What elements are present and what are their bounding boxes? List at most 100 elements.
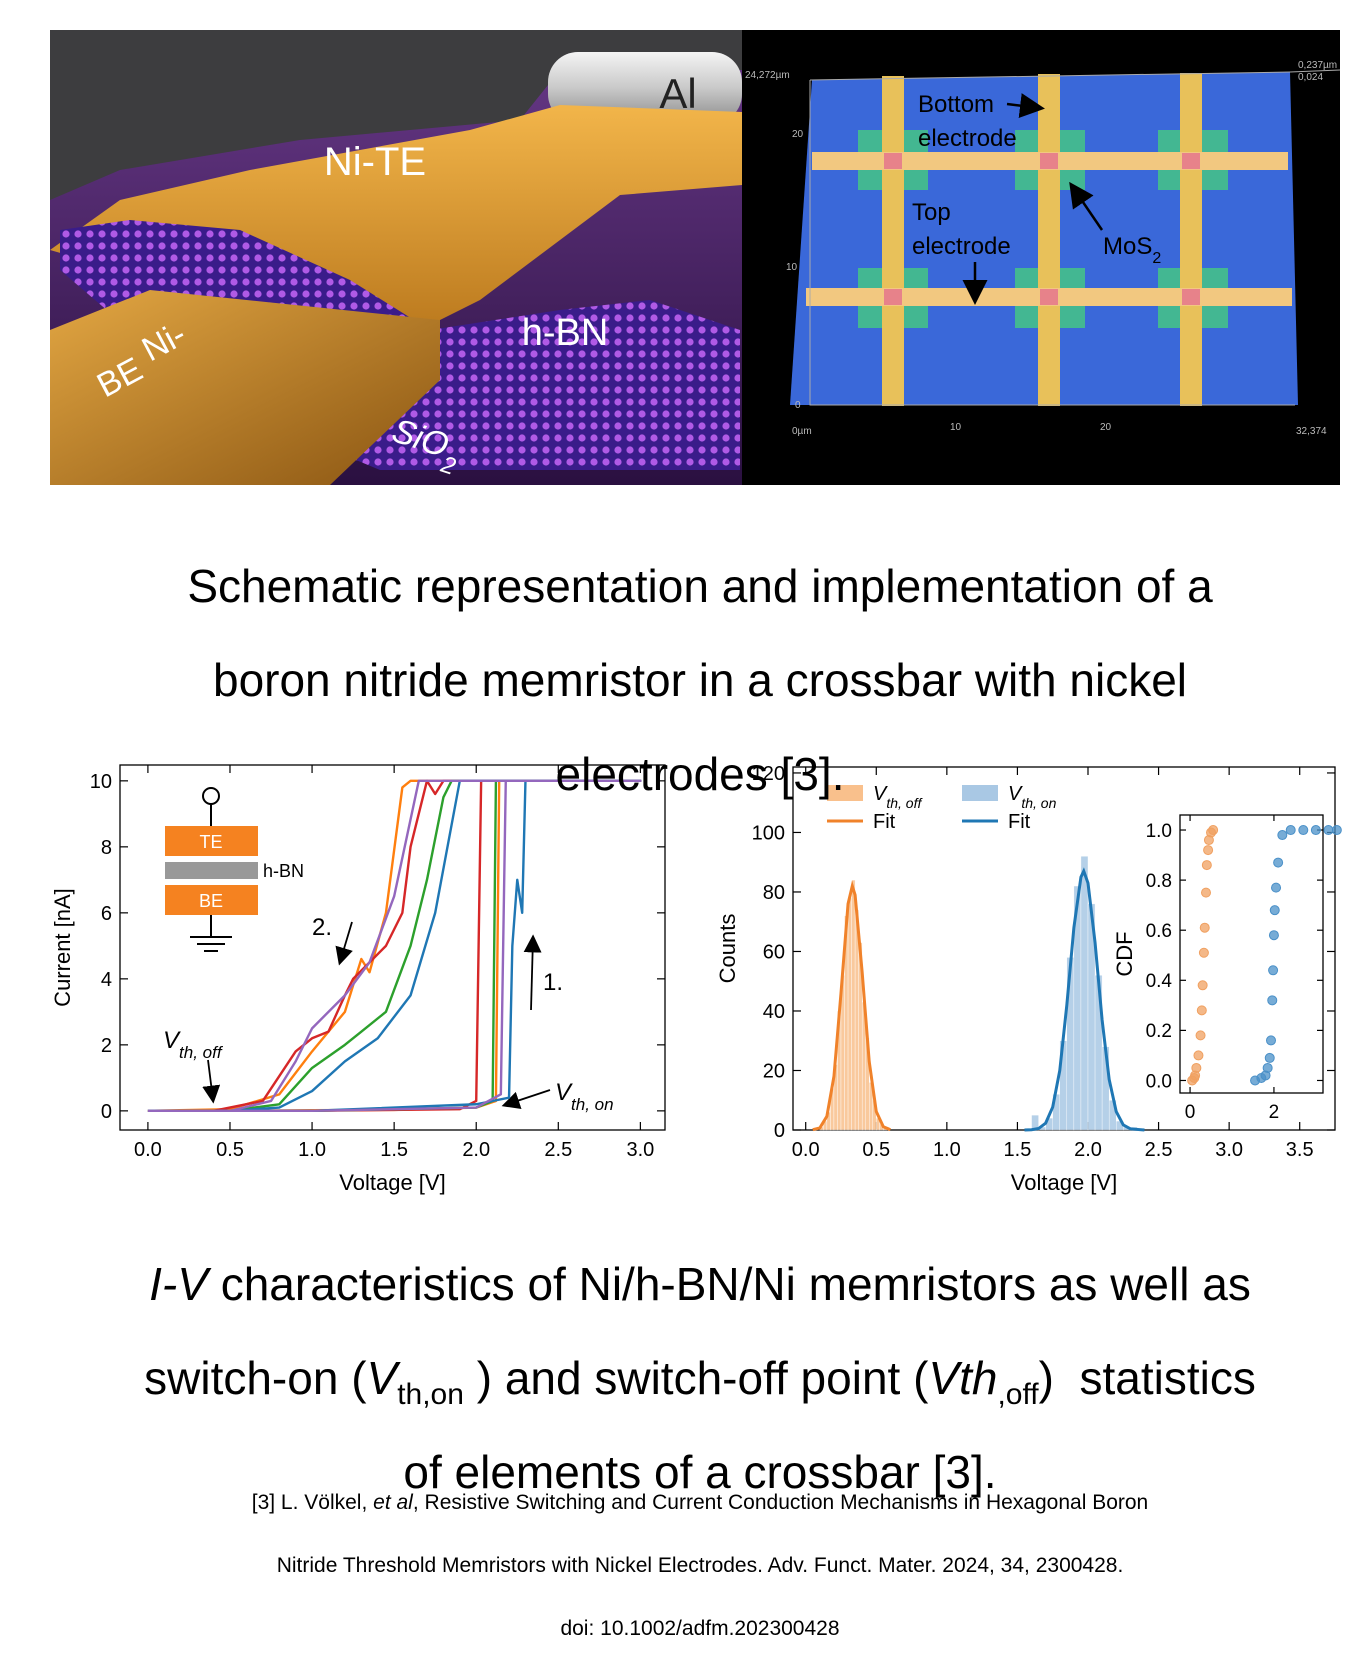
annotation: 1.: [543, 969, 563, 996]
layer-label: h-BN: [263, 861, 304, 881]
y-tick-label: 0.2: [1146, 1021, 1172, 1042]
cdf-point: [1199, 948, 1208, 957]
annotation: Vth, on: [555, 1079, 614, 1114]
histogram-bar: [848, 898, 852, 1130]
text: et al: [373, 1491, 413, 1514]
x-tick-label: 1.0: [933, 1139, 961, 1161]
label: 20: [792, 129, 804, 140]
layer-label: TE: [199, 832, 222, 852]
label: 32,374: [1296, 426, 1327, 437]
label: 0µm: [792, 426, 812, 437]
x-tick-label: 0.0: [134, 1139, 162, 1161]
caption-line: I-V characteristics of Ni/h-BN/Ni memris…: [36, 1255, 1364, 1313]
histogram-bar: [852, 880, 856, 1130]
y-axis-label: CDF: [1112, 931, 1137, 976]
y-tick-label: 40: [763, 1001, 785, 1023]
ground: [190, 937, 232, 951]
text: characteristics of Ni/h-BN/Ni memristors…: [208, 1258, 1251, 1310]
y-tick-label: 100: [752, 823, 785, 845]
cdf-point: [1270, 906, 1279, 915]
label: electrode: [912, 233, 1011, 260]
text: , Resistive Switching and Current Conduc…: [413, 1491, 1148, 1514]
cdf-point: [1272, 883, 1281, 892]
text: I-V: [149, 1258, 208, 1310]
annotation: Vth, off: [163, 1027, 224, 1062]
cdf-point: [1332, 826, 1341, 835]
hbn-layer: [165, 862, 258, 879]
label: Bottom: [918, 91, 994, 118]
label: electrode: [918, 125, 1017, 152]
label: 0,237µm: [1298, 60, 1337, 71]
cdf-point: [1209, 826, 1218, 835]
reference-line: [3] L. Völkel, et al, Resistive Switchin…: [36, 1489, 1364, 1516]
crossbar-image: 24,272µm 20 10 0 0µm 10 20 32,374 0,237µ…: [742, 30, 1340, 485]
y-tick-label: 0.8: [1146, 871, 1172, 892]
cdf-point: [1192, 1063, 1201, 1072]
y-axis-label: Counts: [715, 914, 740, 984]
y-tick-label: 80: [763, 882, 785, 904]
label: 0: [795, 400, 801, 411]
y-tick-label: 0: [101, 1101, 112, 1123]
x-tick-label: 3.0: [626, 1139, 654, 1161]
text: Vth: [928, 1352, 997, 1404]
cdf-point: [1278, 831, 1287, 840]
cdf-point: [1268, 996, 1277, 1005]
label: 10: [786, 262, 798, 273]
x-tick-label: 2: [1269, 1102, 1280, 1123]
label: h-BN: [522, 312, 609, 354]
x-tick-label: 0: [1185, 1102, 1196, 1123]
cdf-point: [1267, 1036, 1276, 1045]
label: Al: [659, 70, 696, 117]
cdf-point: [1324, 826, 1333, 835]
cdf-point: [1204, 846, 1213, 855]
x-tick-label: 2.0: [462, 1139, 490, 1161]
caption-line: Schematic representation and implementat…: [36, 557, 1364, 615]
text: ) statistics: [1039, 1352, 1256, 1404]
x-tick-label: 0.0: [792, 1139, 820, 1161]
y-tick-label: 6: [101, 903, 112, 925]
y-tick-label: 1.0: [1146, 821, 1172, 842]
cdf-point: [1202, 861, 1211, 870]
caption-line: boron nitride memristor in a crossbar wi…: [36, 651, 1364, 709]
layer-label: BE: [199, 891, 223, 911]
text: V: [367, 1352, 398, 1404]
cdf-point: [1299, 826, 1308, 835]
annotation-sub: th, off: [179, 1043, 224, 1062]
reference: [3] L. Völkel, et al, Resistive Switchin…: [36, 1453, 1364, 1660]
text: switch-on (: [144, 1352, 366, 1404]
text: ) and switch-off point (: [464, 1352, 928, 1404]
x-tick-label: 0.5: [216, 1139, 244, 1161]
y-tick-label: 0.6: [1146, 921, 1172, 942]
caption-line: electrodes [3].: [36, 745, 1364, 803]
cdf-point: [1194, 1051, 1203, 1060]
label: 0,024: [1298, 72, 1323, 83]
label: 20: [1100, 422, 1112, 433]
x-tick-label: 1.0: [298, 1139, 326, 1161]
text: ,off: [997, 1378, 1038, 1411]
cdf-point: [1265, 1053, 1274, 1062]
cdf-point: [1200, 923, 1209, 932]
label: Top: [912, 199, 951, 226]
label: 10: [950, 422, 962, 433]
y-tick-label: 4: [101, 969, 112, 991]
y-tick-label: 0.4: [1146, 971, 1173, 992]
text: th,on: [397, 1378, 464, 1411]
schematic-image: Ni-TE Al h-BN Ni- BE SiO2: [50, 30, 742, 485]
x-tick-label: 2.5: [1145, 1139, 1173, 1161]
reference-line: doi: 10.1002/adfm.202300428: [36, 1615, 1364, 1642]
label: Ni-TE: [324, 140, 426, 184]
x-tick-label: 0.5: [862, 1139, 890, 1161]
y-tick-label: 2: [101, 1035, 112, 1057]
cdf-point: [1198, 981, 1207, 990]
annotation-sub: th, on: [571, 1095, 614, 1114]
x-tick-label: 1.5: [380, 1139, 408, 1161]
annotations: 2. 1. Vth, off Vth, on: [163, 914, 614, 1114]
cdf-point: [1202, 888, 1211, 897]
page: {"images": { "schematic": {"labels": {"a…: [0, 0, 1364, 1544]
cdf-point: [1274, 858, 1283, 867]
x-tick-label: 2.5: [544, 1139, 572, 1161]
y-tick-label: 8: [101, 837, 112, 859]
annotation-arrows: [208, 922, 550, 1105]
cdf-point: [1263, 1063, 1272, 1072]
x-axis-label: Voltage [V]: [1011, 1170, 1117, 1195]
